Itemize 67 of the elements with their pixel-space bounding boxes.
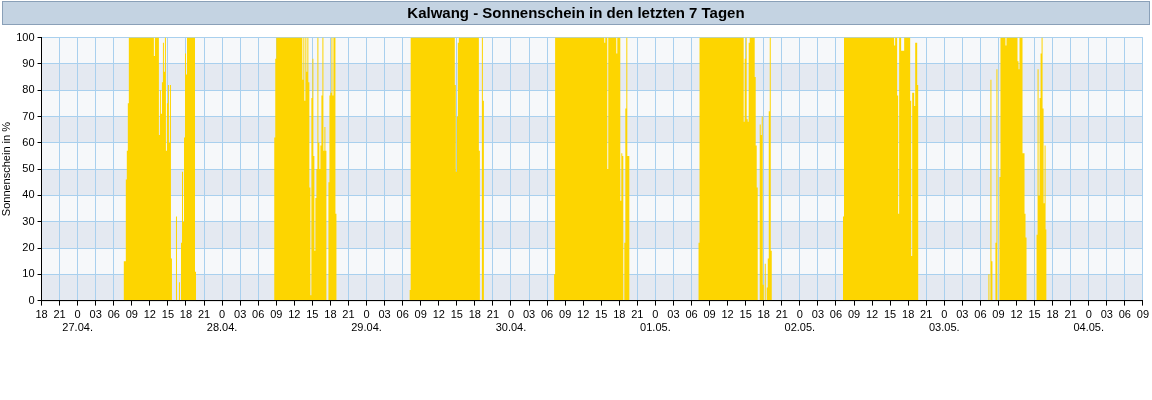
y-tick-label: 30 [22,214,35,227]
x-tick-label: 12 [143,308,157,321]
x-tick-label: 21 [197,308,211,321]
x-tick-label: 21 [920,308,933,321]
y-tick-label: 70 [22,109,35,122]
x-tick-label: 03 [667,308,680,321]
x-tick-label: 21 [486,308,500,321]
x-tick-label: 21 [631,308,644,321]
x-tick-label: 18 [902,308,915,321]
x-tick-label: 21 [1064,308,1077,321]
x-tick-label: 09 [125,308,138,321]
x-tick-label: 15 [450,308,463,321]
y-tick-label: 100 [16,30,35,43]
x-tick-label: 21 [775,308,788,321]
y-tick-label: 80 [22,83,35,96]
x-tick-label: 06 [540,308,554,321]
x-tick-label: 03 [234,308,247,321]
y-tick-label: 0 [28,293,35,306]
x-tick-label: 15 [595,308,608,321]
x-tick-label: 12 [577,308,590,321]
x-tick-label: 18 [324,308,337,321]
x-tick-label: 06 [107,308,120,321]
y-axis-title: Sonnenschein in % [0,121,12,217]
x-tick-label: 09 [414,308,427,321]
x-tick-label: 15 [883,308,897,321]
x-tick-label: 06 [252,308,265,321]
x-tick-label: 03 [522,308,536,321]
x-tick-label: 06 [396,308,409,321]
x-tick-label: 18 [179,308,193,321]
x-tick-label: 12 [432,308,445,321]
x-tick-label: 09 [703,308,716,321]
x-tick-label: 06 [829,308,843,321]
x-tick-label: 12 [865,308,879,321]
y-tick-label: 50 [22,162,35,175]
x-tick-label: 15 [1028,308,1041,321]
y-tick-label: 40 [22,188,35,201]
x-tick-label: 09 [992,308,1005,321]
x-tick-label: 09 [559,308,572,321]
x-tick-label: 03 [811,308,825,321]
x-tick-label: 03 [378,308,391,321]
x-tick-label: 03 [956,308,969,321]
x-tick-label: 06 [1118,308,1131,321]
x-tick-label: 03 [89,308,102,321]
x-tick-label: 12 [288,308,301,321]
x-tick-label: 15 [739,308,752,321]
x-tick-label: 09 [847,308,861,321]
x-tick-label: 09 [1136,308,1150,321]
x-tick-label: 18 [35,308,48,321]
chart-title: Kalwang - Sonnenschein in den letzten 7 Tagen [2,1,1150,25]
x-tick-label: 12 [1010,308,1023,321]
x-tick-label: 21 [342,308,355,321]
x-tick-label: 15 [306,308,319,321]
y-tick-label: 90 [22,56,35,69]
x-tick-label: 06 [974,308,987,321]
x-tick-label: 12 [721,308,734,321]
x-tick-label: 21 [53,308,66,321]
x-tick-label: 09 [270,308,283,321]
x-tick-label: 18 [613,308,626,321]
x-tick-label: 03 [1100,308,1113,321]
x-tick-label: 15 [161,308,175,321]
x-tick-label: 18 [757,308,770,321]
y-tick-label: 20 [22,241,35,254]
x-tick-label: 18 [1046,308,1059,321]
x-tick-label: 06 [685,308,698,321]
y-tick-label: 10 [22,267,35,280]
y-tick-label: 60 [22,135,35,148]
x-tick-label: 18 [468,308,481,321]
